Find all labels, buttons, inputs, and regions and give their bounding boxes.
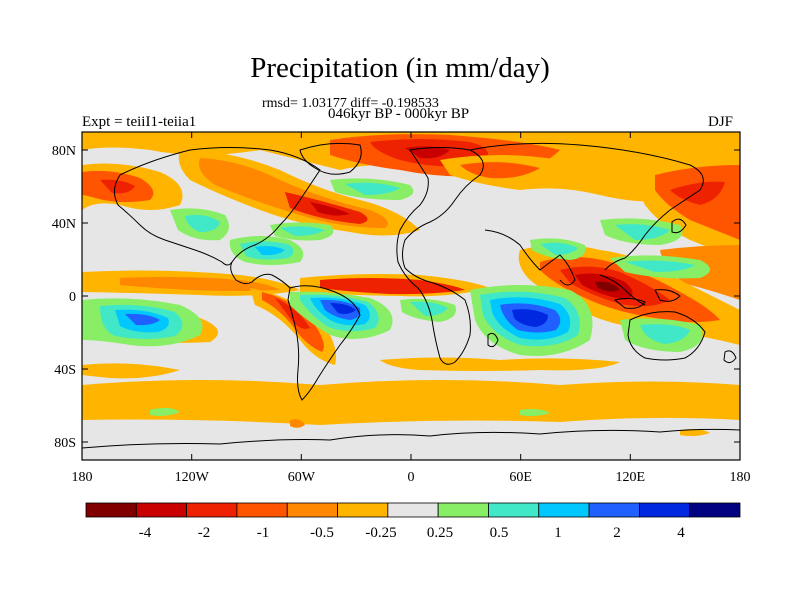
colorbar-label: 2 <box>613 525 621 541</box>
colorbar-swatch <box>538 502 590 518</box>
statistics-label: rmsd= 1.03177 diff= -0.198533 <box>262 96 439 111</box>
colorbar-label: 0.5 <box>490 525 509 541</box>
colorbar-label: 4 <box>677 525 685 541</box>
colorbar-swatch <box>186 502 238 518</box>
lat-label-40s: 40S <box>54 363 76 378</box>
colorbar-swatch <box>236 502 288 518</box>
period-label: 046kyr BP - 000kyr BP <box>328 106 470 122</box>
colorbar-labels: -4 -2 -1 -0.5 -0.25 0.25 0.5 1 2 4 <box>139 525 686 541</box>
colorbar-swatch <box>85 502 137 518</box>
colorbar-swatch <box>588 502 640 518</box>
colorbar-label: 0.25 <box>427 525 453 541</box>
lon-label-120w: 120W <box>175 470 210 485</box>
lon-label-180e: 180 <box>730 470 751 485</box>
lon-label-60e: 60E <box>509 470 532 485</box>
colorbar-swatch <box>689 502 741 518</box>
map-field <box>82 132 740 460</box>
colorbar-label: 1 <box>554 525 562 541</box>
colorbar-swatch <box>488 502 540 518</box>
lat-label-80n: 80N <box>52 144 76 159</box>
season-label: DJF <box>708 114 734 130</box>
colorbar-swatch <box>286 502 338 518</box>
colorbar-swatch <box>638 502 691 518</box>
colorbar-swatch <box>337 502 389 518</box>
lat-label-40n: 40N <box>52 217 76 232</box>
lon-label-0: 0 <box>408 470 415 485</box>
colorbar-label: -2 <box>198 525 211 541</box>
axis-ticks <box>81 132 741 460</box>
colorbar-swatch <box>387 502 439 518</box>
colorbar-swatch <box>437 502 489 518</box>
lon-label-60w: 60W <box>288 470 316 485</box>
coastlines <box>82 142 740 449</box>
colorbar <box>85 502 741 518</box>
lon-label-180w: 180 <box>72 470 93 485</box>
experiment-label: Expt = teiiI1-teiia1 <box>82 114 197 130</box>
colorbar-label: -4 <box>139 525 152 541</box>
lat-label-80s: 80S <box>54 436 76 451</box>
colorbar-swatch <box>135 502 188 518</box>
lon-label-120e: 120E <box>616 470 646 485</box>
colorbar-label: -0.5 <box>310 525 334 541</box>
colorbar-label: -0.25 <box>365 525 396 541</box>
lat-label-0: 0 <box>69 290 76 305</box>
colorbar-label: -1 <box>257 525 270 541</box>
plot-title: Precipitation (in mm/day) <box>250 52 550 84</box>
